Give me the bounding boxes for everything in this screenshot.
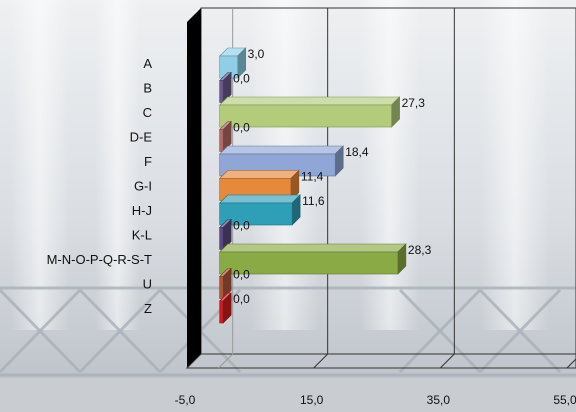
category-labels: ABC D-E F G-I H-J K-L M-N-O-P-Q-R-S-T UZ [47, 56, 153, 316]
bar-top [218, 145, 344, 155]
bar-front [219, 202, 293, 226]
bar [218, 267, 232, 300]
bar-front [219, 80, 224, 103]
value-label: 0,0 [233, 72, 250, 86]
bar-front [219, 227, 224, 250]
bar-front [219, 300, 224, 324]
value-label: 0,0 [233, 121, 250, 135]
bar-front [219, 104, 392, 128]
side-wall [187, 8, 201, 368]
category-label: F [144, 154, 152, 169]
bar-top [218, 170, 300, 179]
category-label: K-L [132, 228, 152, 243]
category-label: C [143, 105, 152, 120]
chart-walls [185, 7, 576, 369]
bar [218, 47, 247, 79]
value-label: 27,3 [402, 96, 426, 110]
category-label: A [143, 56, 152, 71]
value-label: 0,0 [233, 268, 250, 282]
zero-line-floor [218, 353, 234, 369]
value-label: 3,0 [248, 47, 265, 61]
bar [218, 218, 232, 251]
bar [218, 194, 301, 226]
value-label: 11,6 [302, 194, 325, 208]
bar-front [219, 251, 399, 275]
bars [218, 47, 407, 324]
bar [218, 96, 401, 128]
category-label: H-J [132, 203, 152, 218]
x-tick-label: 35,0 [427, 393, 451, 407]
bar [218, 292, 232, 324]
value-labels: 3,0 0,0 27,3 0,0 18,4 11,4 11,6 0,0 28,3 0,0 0,0 [233, 47, 431, 306]
gridline-floor [439, 353, 455, 369]
category-label: B [143, 81, 152, 96]
bar [218, 243, 407, 275]
bar-top [218, 243, 407, 253]
value-label: 18,4 [345, 145, 369, 159]
category-label: D-E [130, 130, 153, 145]
x-tick-label: 15,0 [300, 393, 324, 407]
floor [185, 353, 576, 369]
bar [218, 120, 232, 153]
category-label: M-N-O-P-Q-R-S-T [47, 252, 152, 267]
category-label: G-I [134, 179, 152, 194]
gridline-floor [313, 353, 329, 369]
value-label: 0,0 [233, 219, 250, 233]
bar-front [219, 276, 224, 299]
bar [218, 71, 232, 104]
bar-top [218, 194, 301, 204]
x-tick-labels: -5,0 15,0 35,0 55,0 [175, 393, 576, 407]
x-tick-label: 55,0 [553, 393, 576, 407]
category-label: U [143, 277, 152, 292]
value-label: 0,0 [233, 292, 250, 306]
bar-top [218, 96, 401, 106]
bar-front [219, 129, 224, 152]
x-tick-label: -5,0 [175, 393, 196, 407]
gridline-floor [566, 358, 576, 369]
value-label: 28,3 [408, 243, 432, 257]
category-label: Z [144, 301, 152, 316]
value-label: 11,4 [301, 170, 324, 184]
